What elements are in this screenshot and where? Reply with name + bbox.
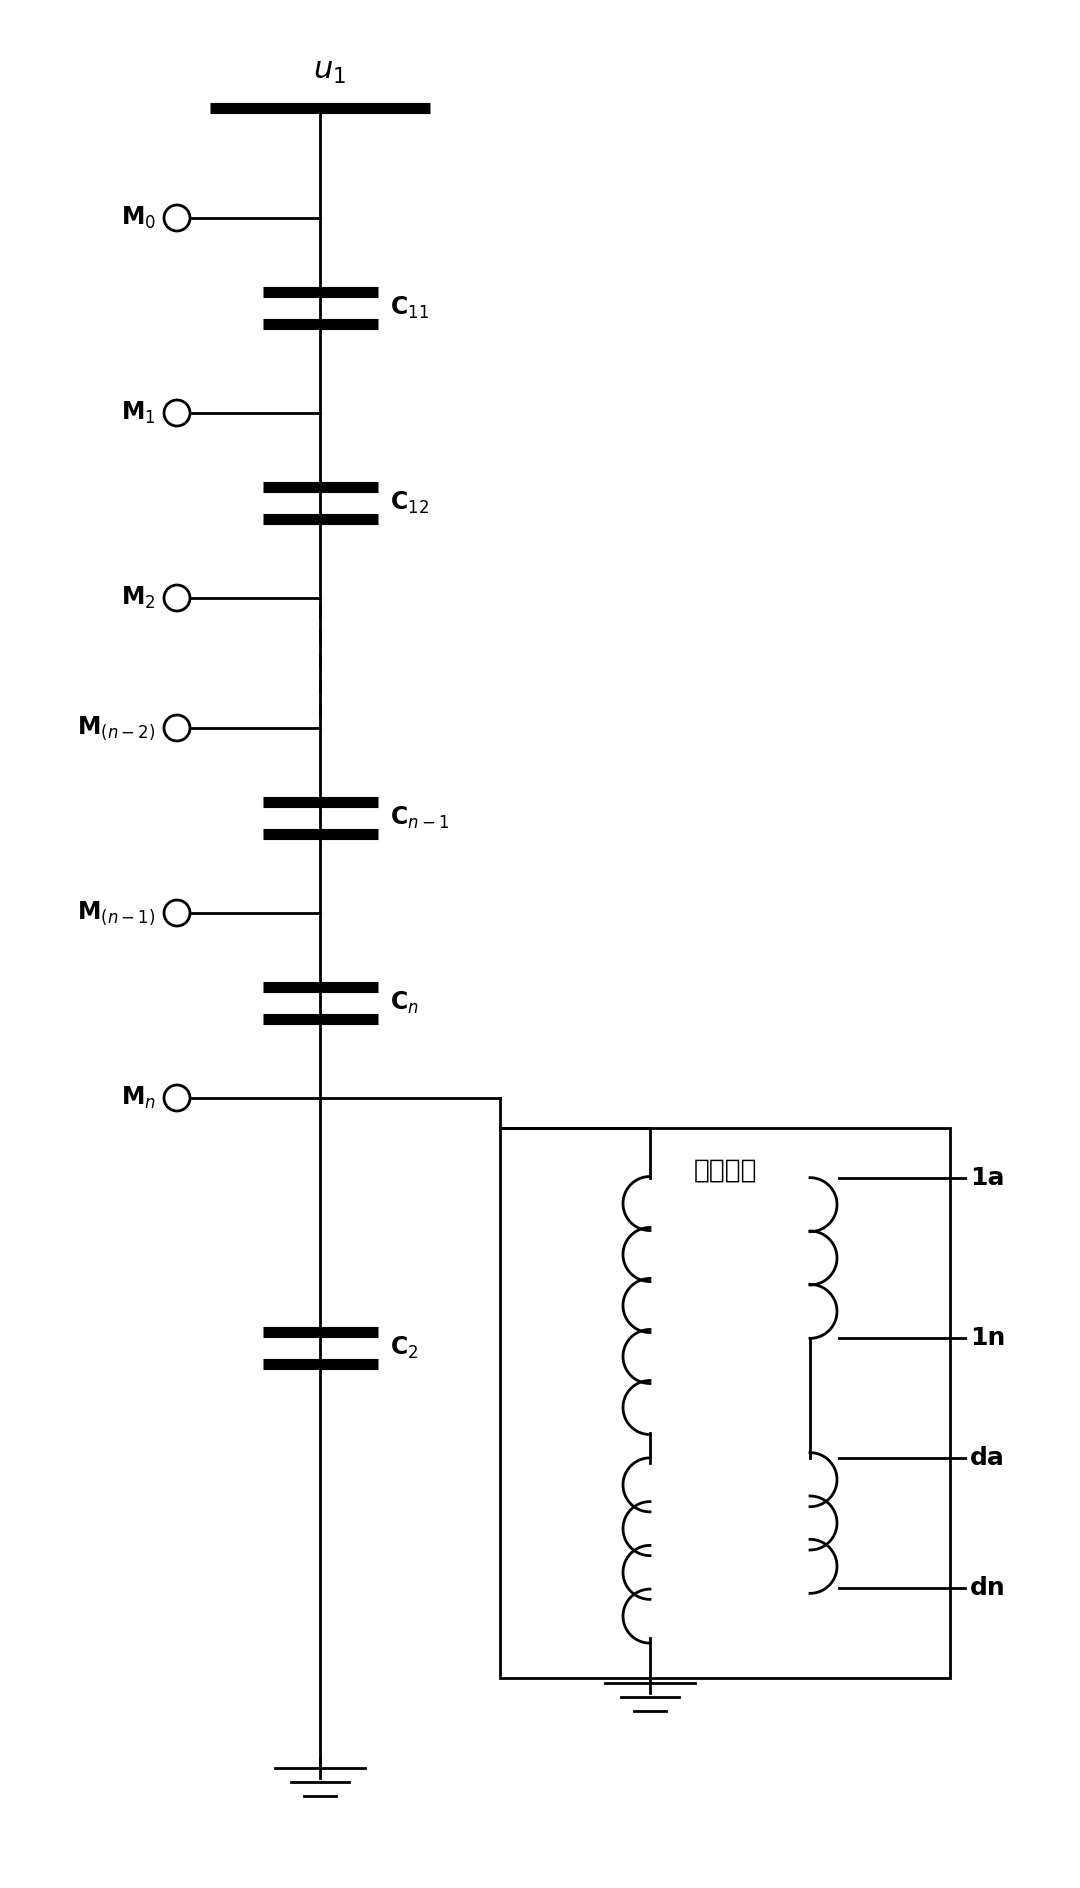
Text: da: da [970,1446,1004,1471]
Text: M$_{(n-2)}$: M$_{(n-2)}$ [78,714,156,742]
Text: C$_2$: C$_2$ [390,1335,418,1361]
Text: C$_{n-1}$: C$_{n-1}$ [390,804,448,831]
Text: 1n: 1n [970,1325,1005,1350]
Text: M$_1$: M$_1$ [121,400,156,427]
Text: u$_1$: u$_1$ [313,57,347,87]
Text: C$_{12}$: C$_{12}$ [390,489,429,515]
Text: C$_{11}$: C$_{11}$ [390,295,429,321]
Text: dn: dn [970,1576,1005,1599]
Text: M$_n$: M$_n$ [121,1086,156,1112]
Text: M$_{(n-1)}$: M$_{(n-1)}$ [78,899,156,927]
Text: 电磁单元: 电磁单元 [693,1157,757,1184]
Text: M$_2$: M$_2$ [121,585,156,612]
Bar [500,1127,950,1678]
Text: C$_n$: C$_n$ [390,989,418,1016]
Text: 1a: 1a [970,1167,1004,1189]
Text: M$_0$: M$_0$ [121,206,156,230]
